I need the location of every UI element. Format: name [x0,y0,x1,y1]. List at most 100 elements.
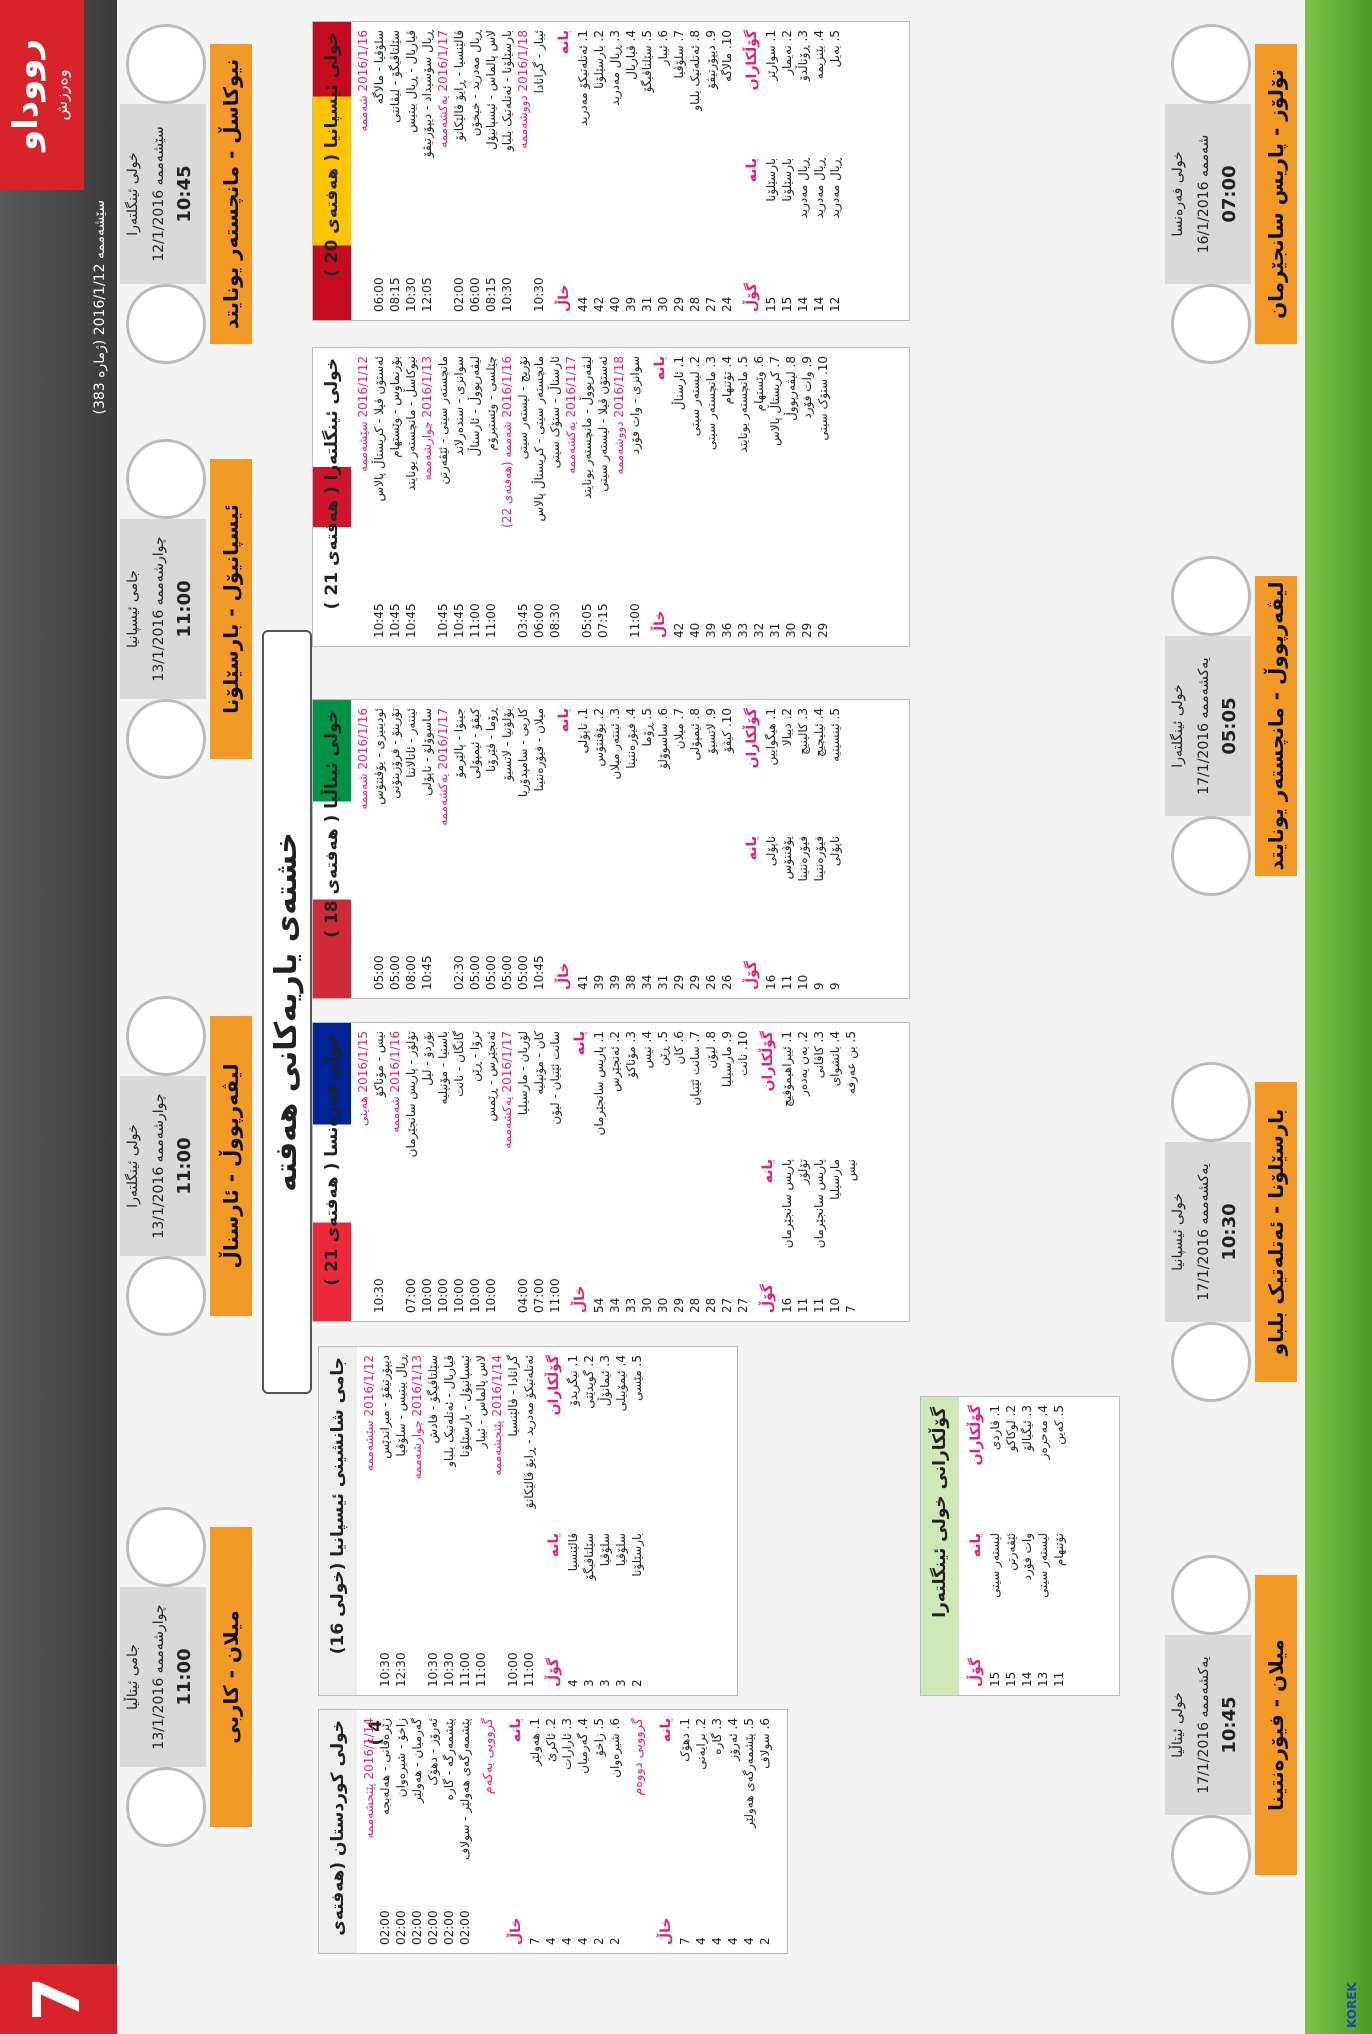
standings-header: یانە خاڵ [649,356,671,638]
points: 26 [704,974,718,990]
fixture-match: لیڤەرپووڵ - ئارسناڵ [468,356,482,457]
match-teams: ئیسپانیۆل - بارسێلۆنا [210,459,252,759]
goals: 3 [614,1679,628,1687]
goals: 10 [796,974,810,990]
team: 1. هەولێر [528,1718,542,1766]
scorer-row: 4. ئیمۆبیلی سلۆڤیا 3 [613,1355,629,1687]
fixture-match: زێرەڤانی - هەلەبجە [378,1718,392,1816]
fixture-time: 05:00 [468,955,482,990]
fixture-match: بۆردۆ - لیل [420,1031,434,1086]
fixture-row: سێلتاڤیگۆ - قادش 10:30 [425,1355,441,1687]
scorers-header: گۆڵکاران یانە گۆڵ [741,30,763,312]
scorer-row: 5. بن عەرفە نیس 7 [843,1031,859,1313]
scorer-row: 5. ئینسینیە ناپۆلی 9 [827,708,843,990]
header-points: خاڵ [556,284,572,313]
player-team: سلۆڤیا [614,1533,628,1567]
team: 2. برایەتی [694,1718,708,1770]
standing-row: 9. دیپۆرتیڤۆ 27 [703,30,719,312]
fixture-match: ساسوۆلۆ - ناپۆلی [420,708,434,796]
match-time: 11:00 [174,1648,195,1706]
player: 2. لوکاکو [1004,1405,1018,1452]
standings-header: یانە خاڵ [505,1718,527,1945]
fixture-match: سێلتاڤیگۆ - لیڤانتی [388,30,402,124]
fixture-date: 2016/1/17 یەکشەممە [500,1031,514,1149]
team-logo [126,24,206,104]
fixture-match: ئودینیزی - یۆڤنتۆس [372,708,386,805]
header-goals: گۆڵ [760,1283,776,1313]
fixture-time: 12:30 [394,1652,408,1687]
fixture-row: میلان - فیۆرەنتینا 10:45 [531,708,547,990]
fixture-match: ڤالێنسیا - ڕایۆ ڤالێکانۆ [452,30,466,141]
fixture-row: مانچستەر سیتی - کریستاڵ پالاس 06:00 [531,356,547,638]
fixture-time: 05:00 [516,955,530,990]
fixture-date: 2016/1/18 دووشەممە [516,30,530,149]
match-card: خولی فەرەنسا شەممە 16/1/2016 07:00 تۆلۆز - … [1165,24,1303,364]
goals: 3 [582,1679,596,1687]
goals: 16 [780,1297,794,1313]
points: 4 [560,1937,574,1945]
standings-header: یانە خاڵ [655,1718,677,1945]
goals: 11 [796,1297,810,1313]
team: 10. مالاگە [720,30,734,82]
fixture-match: سێلتاڤیگۆ - قادش [426,1355,440,1444]
fixture-row: سلۆڤیا - مالاگە 06:00 [371,30,387,312]
scorer-row: 3. کاڤانی پاریس سانجێرمان 11 [811,1031,827,1313]
match-time: 11:00 [174,580,195,638]
points: 2 [608,1937,622,1945]
fixture-match: مانچستەر سیتی - ئێڤەرتن [436,356,450,485]
points: 28 [688,296,702,312]
points: 29 [816,622,830,638]
player-team: ڕیال مەدرید [828,158,842,219]
scorer-row: 1. سوارێز بارسێلۆنا 15 [763,30,779,312]
fixture-date: 2016/1/13 چوارشەممە [410,1355,424,1480]
player-team: سێلتاڤیگۆ [582,1533,596,1581]
fixture-row: ئیبار - گرانادا 10:30 [531,30,547,312]
standing-row: 8. لیڤەرپووڵ 30 [783,356,799,638]
points: 4 [576,1937,590,1945]
issue-date: سێشەممە 2016/1/12 (ژمارە 383) [92,200,108,415]
table-title: خولی ئینگلتەرا ( هەفتەی 21 ) [313,348,351,646]
team: 1. ئارسناڵ [672,356,686,411]
fixture-time: 07:00 [404,1278,418,1313]
logo: رووداو وەرزش [0,0,84,190]
standing-row: 4. ئەرۆز 4 [725,1718,741,1945]
points: 4 [544,1937,558,1945]
player: 5. مێسی [630,1355,644,1402]
fixture-row: لیڤەرپووڵ - مانچستەر یونایتد 05:05 [579,356,595,638]
goals: 12 [828,296,842,312]
fixture-row: ئیسپانیۆل - بارسێلۆنا 11:00 [457,1355,473,1687]
points: 40 [608,296,622,312]
team: 4. ئەرۆز [726,1718,740,1761]
fixture-time: 10:45 [372,603,386,638]
fixture-row: ڕیال سۆسیداد - دیپۆرتیڤۆ 12:05 [419,30,435,312]
scorer-row: 2. بەن یەدەر تۆلۆز 11 [795,1031,811,1313]
team-logo [126,1507,206,1587]
fixture-row: لاس پالماس - ئیبار 11:00 [473,1355,489,1687]
team: 5. ڕۆما [640,708,654,747]
team: 1. ئەتلەتیکۆ مەدرید [576,30,590,127]
fixture-row: بۆرنماوس - وێستهام 10:45 [387,356,403,638]
team: 9. وات فۆرد [800,356,814,419]
standing-row: 2. برایەتی 4 [693,1718,709,1945]
fixture-match: گانگان - نانت [452,1031,466,1097]
points: 29 [800,622,814,638]
fixture-row: نۆریچ - لیستەر سیتی 03:45 [515,356,531,638]
league-table: خولی ئیتاڵیا ( هەفتەی 18 ) 2016/1/16 شەمم… [312,699,910,999]
fixture-time: 10:00 [452,1278,466,1313]
goals: 11 [780,974,794,990]
header-goals: گۆڵ [546,1657,562,1687]
player: 3. کاڤانی [812,1031,826,1079]
scorer-row: 3. ئیمانۆڵ سلۆڤیا 3 [597,1355,613,1687]
fixture-row: ئینتەر - ئاتالانتا 08:00 [403,708,419,990]
fixture-time: 10:00 [468,1278,482,1313]
match-card: خولی ئیتاڵیا یەکشەممە 17/1/2016 10:45 میلان… [1165,1555,1303,1895]
match-date: سێشەممە 12/1/2016 [151,126,167,262]
player-team: تۆتنهام [1052,1533,1066,1567]
team: 1. دهۆک [678,1718,692,1762]
fixture-match: ئینتەر - ئاتالانتا [404,708,418,778]
standing-row: 5. پێشمەرگەی هەولێر 4 [741,1718,757,1945]
team: 3. مانچستەر سیتی [704,356,718,451]
fixture-time: 10:00 [506,1652,520,1687]
points: 4 [742,1937,756,1945]
player: 5. ئینسینیە [828,708,842,762]
